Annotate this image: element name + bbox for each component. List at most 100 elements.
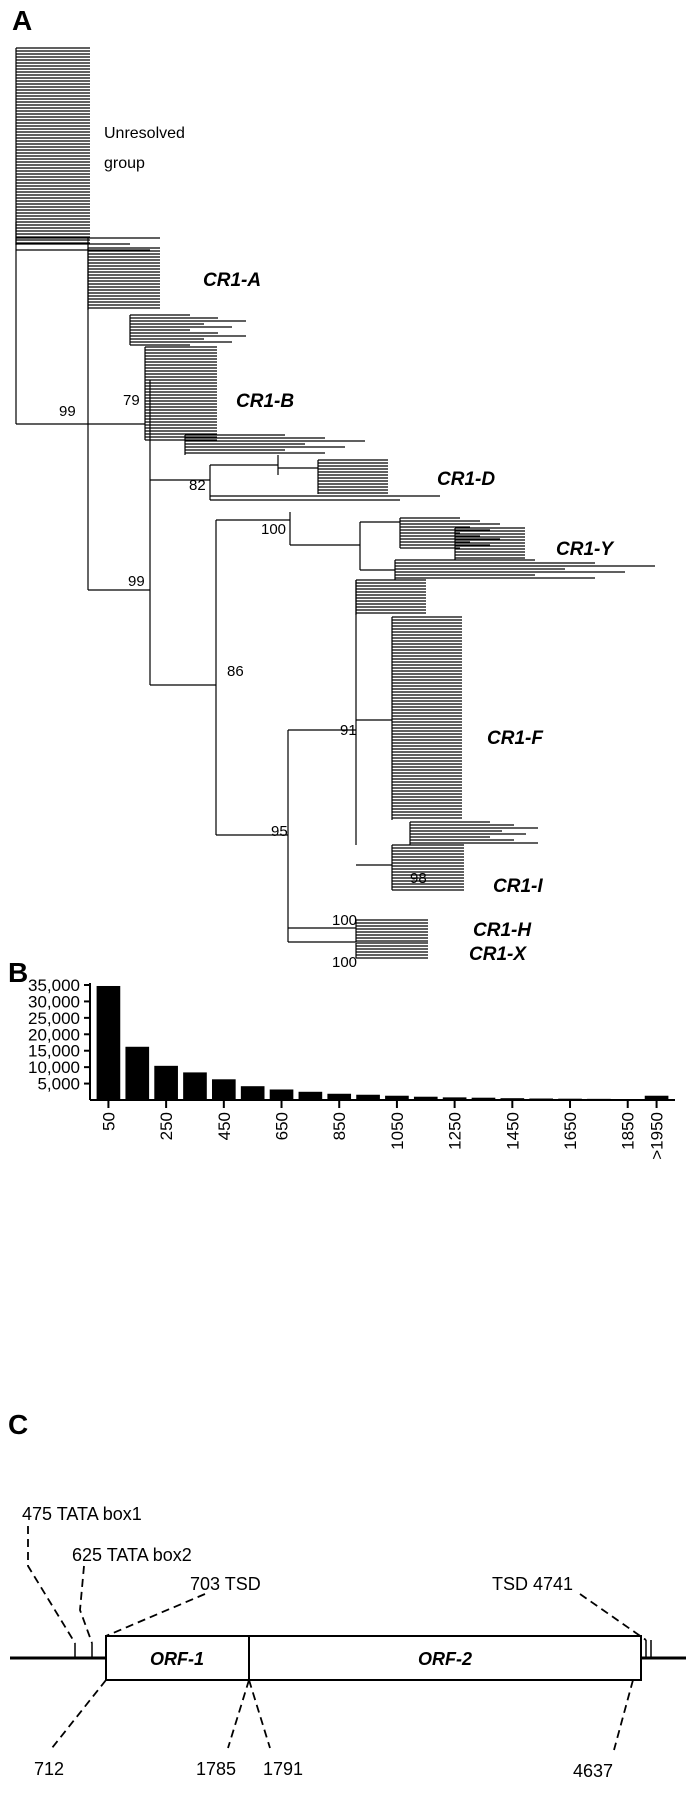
x-tick-label: 1850 <box>619 1112 638 1150</box>
orf2-start-label: 1791 <box>263 1759 303 1779</box>
clade-label-cr1-x: CR1-X <box>469 944 527 965</box>
histogram-bar <box>529 1098 554 1100</box>
leader-line <box>105 1593 206 1637</box>
leader-line <box>51 1679 107 1749</box>
leader-line <box>227 1679 250 1749</box>
tsd-right-label: TSD 4741 <box>492 1574 573 1594</box>
tree-clade-cr1-f-tail <box>409 821 538 845</box>
x-tick-label: 1050 <box>388 1112 407 1150</box>
tree-clade-cr1-b-tail <box>184 434 365 455</box>
clade-label-cr1-i: CR1-I <box>493 876 543 897</box>
bootstrap-value: 91 <box>340 722 357 739</box>
tree-clade-unresolved <box>15 47 90 245</box>
bootstrap-value: 99 <box>128 573 145 590</box>
histogram-bar <box>125 1046 150 1100</box>
x-tick-label: 650 <box>273 1112 292 1140</box>
histogram-bar <box>211 1079 236 1100</box>
tree-clade-cr1-a <box>87 247 160 310</box>
y-tick-label: 25,000 <box>28 1009 80 1028</box>
histogram-bar <box>183 1072 207 1100</box>
tree-clade-cr1-f-upper <box>355 579 426 615</box>
x-tick-label: 1450 <box>503 1112 522 1150</box>
tree-clade-cr1-x <box>355 942 428 959</box>
x-tick-label: 1650 <box>561 1112 580 1150</box>
phylogenetic-tree <box>15 47 655 959</box>
y-tick-label: 5,000 <box>37 1075 80 1094</box>
histogram-bar <box>442 1097 467 1100</box>
histogram-bar <box>413 1096 438 1100</box>
orf2-label: ORF-2 <box>418 1649 472 1669</box>
orf2-end-label: 4637 <box>573 1761 613 1781</box>
histogram-bar <box>471 1097 496 1100</box>
x-tick-label: 1250 <box>446 1112 465 1150</box>
bootstrap-value: 79 <box>123 392 140 409</box>
bootstrap-value: 95 <box>271 823 288 840</box>
orf1-end-label: 1785 <box>196 1759 236 1779</box>
histogram-bar <box>356 1094 380 1100</box>
tata-box1-label: 475 TATA box1 <box>22 1504 142 1524</box>
x-tick-label: 250 <box>157 1112 176 1140</box>
panel-b-letter: B <box>8 957 28 988</box>
orf1-start-label: 712 <box>34 1759 64 1779</box>
tree-clade-cr1-h <box>355 919 428 942</box>
orf1-label: ORF-1 <box>150 1649 204 1669</box>
histogram-bar <box>298 1091 323 1100</box>
bootstrap-value: 86 <box>227 663 244 680</box>
histogram-bar <box>269 1089 294 1100</box>
histogram-bar <box>500 1098 525 1100</box>
panel-a-letter: A <box>12 5 32 36</box>
leader-line <box>613 1679 634 1751</box>
x-tick-label: 50 <box>99 1112 118 1131</box>
clade-label-cr1-b: CR1-B <box>236 391 294 412</box>
tree-clade-cr1-i <box>391 844 464 891</box>
y-tick-label: 35,000 <box>28 976 80 995</box>
panel-c-letter: C <box>8 1409 28 1440</box>
histogram-bar <box>587 1098 611 1100</box>
tree-clade-cr1-y-lower <box>394 559 655 580</box>
tree-clade-cr1-b <box>144 346 217 441</box>
x-tick-label: 450 <box>215 1112 234 1140</box>
histogram-bar <box>154 1065 178 1100</box>
tree-clade-cr1-a-tail <box>129 314 246 346</box>
tree-clade-cr1-y <box>454 527 525 560</box>
histogram-bar <box>240 1086 265 1100</box>
clade-label-cr1-a: CR1-A <box>203 270 261 291</box>
leader-line <box>248 1679 271 1749</box>
histogram-bar <box>385 1095 409 1100</box>
bootstrap-value: 98 <box>410 870 427 887</box>
y-tick-label: 20,000 <box>28 1025 80 1044</box>
y-tick-label: 10,000 <box>28 1058 80 1077</box>
orf2-box <box>248 1635 642 1681</box>
length-histogram: 5,00010,00015,00020,00025,00030,00035,00… <box>28 976 675 1160</box>
tree-clade-cr1-d <box>317 459 388 494</box>
histogram-bar <box>327 1093 352 1100</box>
clade-label-cr1-y: CR1-Y <box>556 539 615 560</box>
y-tick-label: 30,000 <box>28 992 80 1011</box>
clade-label-cr1-h: CR1-H <box>473 920 532 941</box>
tata-box2-label: 625 TATA box2 <box>72 1545 192 1565</box>
clade-label-cr1-d: CR1-D <box>437 469 495 490</box>
bootstrap-value: 100 <box>332 954 357 971</box>
y-tick-label: 15,000 <box>28 1042 80 1061</box>
bootstrap-value: 100 <box>261 521 286 538</box>
histogram-bar <box>615 1099 640 1100</box>
x-tick-label: >1950 <box>648 1112 667 1160</box>
bootstrap-value: 99 <box>59 403 76 420</box>
tree-clade-cr1-y-upper <box>399 517 500 549</box>
bootstrap-value: 82 <box>189 477 206 494</box>
leader-line <box>27 1526 76 1644</box>
leader-line <box>79 1565 93 1644</box>
histogram-bar <box>644 1095 669 1100</box>
histogram-bar <box>96 985 121 1100</box>
element-structure: ORF-1 ORF-2 475 TATA box1 625 TATA box2 … <box>10 1504 686 1781</box>
unresolved-label-line1: Unresolved <box>104 125 185 142</box>
histogram-bar <box>558 1098 582 1100</box>
clade-label-cr1-f: CR1-F <box>487 728 544 749</box>
unresolved-label-line2: group <box>104 155 145 172</box>
tree-clade-cr1-f <box>391 616 462 820</box>
tsd-left-label: 703 TSD <box>190 1574 261 1594</box>
bootstrap-value: 100 <box>332 912 357 929</box>
x-tick-label: 850 <box>330 1112 349 1140</box>
leader-line <box>579 1593 647 1641</box>
